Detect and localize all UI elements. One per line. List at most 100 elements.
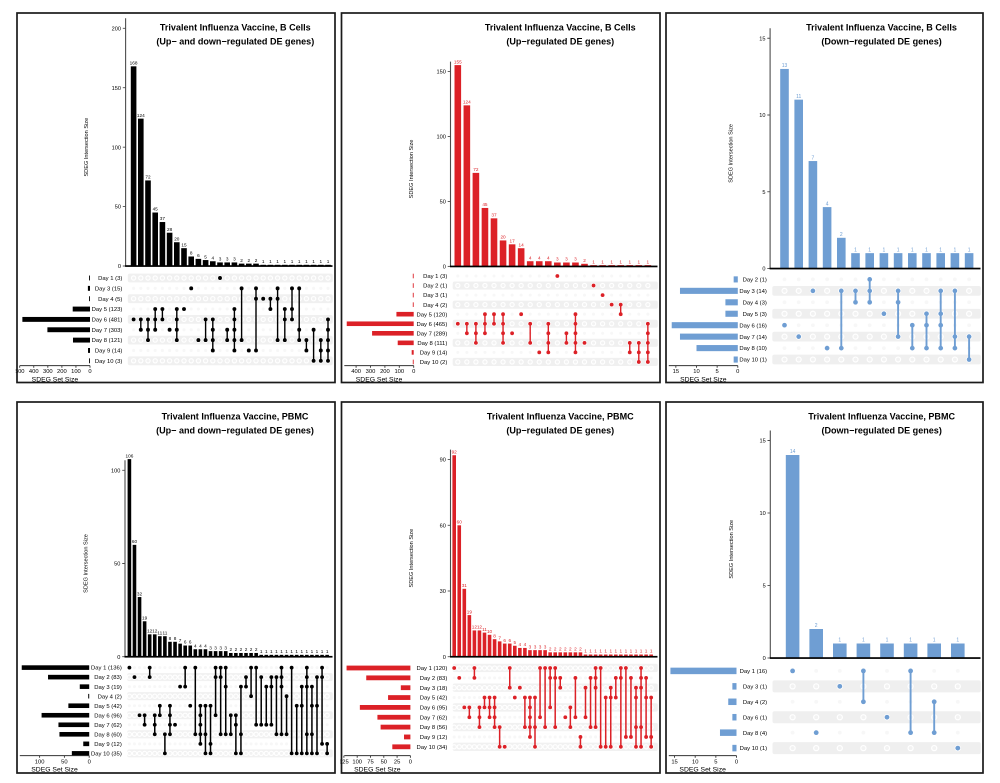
svg-text:0: 0 [443,655,446,661]
svg-text:2: 2 [240,258,243,263]
svg-text:2: 2 [569,647,572,652]
svg-text:4: 4 [529,255,532,260]
svg-text:0: 0 [88,759,91,765]
svg-text:50: 50 [440,200,446,206]
svg-text:SDEG Set Size: SDEG Set Size [32,377,79,384]
svg-text:2: 2 [250,647,253,652]
svg-text:Trivalent Influenza Vaccine, P: Trivalent Influenza Vaccine, PBMC [487,411,634,421]
svg-text:17: 17 [509,239,515,244]
svg-text:Day 10 (34): Day 10 (34) [417,745,448,751]
svg-text:Trivalent Influenza Vaccine, P: Trivalent Influenza Vaccine, PBMC [162,411,309,421]
svg-text:0: 0 [118,264,121,270]
svg-text:3: 3 [534,644,537,649]
svg-text:20: 20 [500,235,506,240]
svg-text:Day 6 (95): Day 6 (95) [420,706,448,712]
svg-text:1: 1 [854,247,857,253]
svg-text:1: 1 [909,638,912,644]
svg-text:1: 1 [630,649,633,654]
svg-text:1: 1 [614,649,617,654]
svg-text:1: 1 [637,259,640,264]
svg-text:5: 5 [714,759,717,765]
svg-text:1: 1 [589,649,592,654]
svg-text:Day 9 (14): Day 9 (14) [95,349,123,355]
svg-text:92: 92 [452,449,458,454]
svg-text:5: 5 [716,369,719,375]
svg-text:Day 1 (16): Day 1 (16) [740,669,768,675]
svg-text:1: 1 [868,247,871,253]
svg-text:12: 12 [152,629,158,634]
svg-text:Day 4 (2): Day 4 (2) [743,700,767,706]
svg-text:2: 2 [245,647,248,652]
svg-text:3: 3 [214,645,217,650]
svg-text:14: 14 [790,449,796,455]
svg-text:Day 3 (18): Day 3 (18) [420,686,448,692]
svg-text:13: 13 [782,63,788,69]
svg-text:Day 1 (120): Day 1 (120) [417,666,448,672]
svg-text:200: 200 [112,26,121,32]
svg-text:1: 1 [290,649,293,654]
svg-text:1: 1 [625,649,628,654]
svg-text:1: 1 [968,247,971,253]
svg-text:15: 15 [181,242,187,247]
svg-text:400: 400 [29,369,39,375]
svg-text:Day 3 (1): Day 3 (1) [423,293,447,299]
svg-text:10: 10 [487,629,493,634]
svg-text:60: 60 [132,539,138,544]
svg-text:0: 0 [117,655,120,661]
svg-text:125: 125 [339,759,349,765]
svg-text:Day 10 (3): Day 10 (3) [95,359,123,365]
svg-text:1: 1 [599,649,602,654]
svg-text:Day 6 (1): Day 6 (1) [743,715,767,721]
svg-text:124: 124 [137,113,145,118]
svg-text:Day 8 (111): Day 8 (111) [417,341,447,347]
svg-text:2: 2 [247,258,250,263]
svg-text:1: 1 [956,638,959,644]
svg-text:4: 4 [194,643,197,648]
svg-text:Day 3 (14): Day 3 (14) [739,289,767,295]
svg-text:Day 7 (62): Day 7 (62) [420,715,448,721]
svg-text:15: 15 [759,36,765,42]
svg-text:1: 1 [300,649,303,654]
svg-text:SDEG Intersection Size: SDEG Intersection Size [409,529,415,588]
svg-text:1: 1 [326,649,329,654]
svg-text:Day 5 (42): Day 5 (42) [420,696,448,702]
svg-text:8: 8 [493,633,496,638]
svg-text:Day 2 (83): Day 2 (83) [420,676,448,682]
svg-text:28: 28 [167,227,173,232]
svg-text:100: 100 [111,468,120,474]
svg-text:150: 150 [112,86,121,92]
svg-text:1: 1 [592,259,595,264]
svg-text:4: 4 [538,255,541,260]
svg-text:3: 3 [544,644,547,649]
svg-text:Day 7 (14): Day 7 (14) [739,335,767,341]
svg-text:5: 5 [763,584,766,590]
svg-text:Day 8 (56): Day 8 (56) [420,725,448,731]
svg-text:100: 100 [394,369,404,375]
svg-text:1: 1 [270,649,273,654]
svg-text:Day 1 (136): Day 1 (136) [91,666,122,672]
svg-text:3: 3 [233,257,236,262]
svg-text:4: 4 [547,255,550,260]
svg-text:1: 1 [275,649,278,654]
svg-text:4: 4 [199,643,202,648]
svg-text:Day 2 (1): Day 2 (1) [743,278,767,284]
svg-text:0: 0 [412,369,415,375]
svg-text:100: 100 [437,135,446,141]
svg-text:Day 4 (5): Day 4 (5) [98,297,122,303]
svg-text:2: 2 [554,647,557,652]
svg-text:Day 4 (3): Day 4 (3) [743,300,767,306]
svg-text:SDEG Set Size: SDEG Set Size [680,377,727,384]
svg-text:Day 10 (2): Day 10 (2) [420,360,448,366]
svg-text:15: 15 [673,369,679,375]
svg-text:1: 1 [312,259,315,264]
svg-text:Day 2 (1): Day 2 (1) [423,284,447,290]
svg-text:10: 10 [759,113,765,119]
svg-text:4: 4 [826,201,829,207]
svg-text:1: 1 [628,259,631,264]
svg-text:1: 1 [601,259,604,264]
svg-text:(Up− and down−regulated DE gen: (Up− and down−regulated DE genes) [156,37,314,47]
svg-text:3: 3 [219,645,222,650]
svg-text:400: 400 [351,369,361,375]
svg-text:10: 10 [759,511,765,517]
svg-text:SDEG Intersection Size: SDEG Intersection Size [729,520,735,579]
